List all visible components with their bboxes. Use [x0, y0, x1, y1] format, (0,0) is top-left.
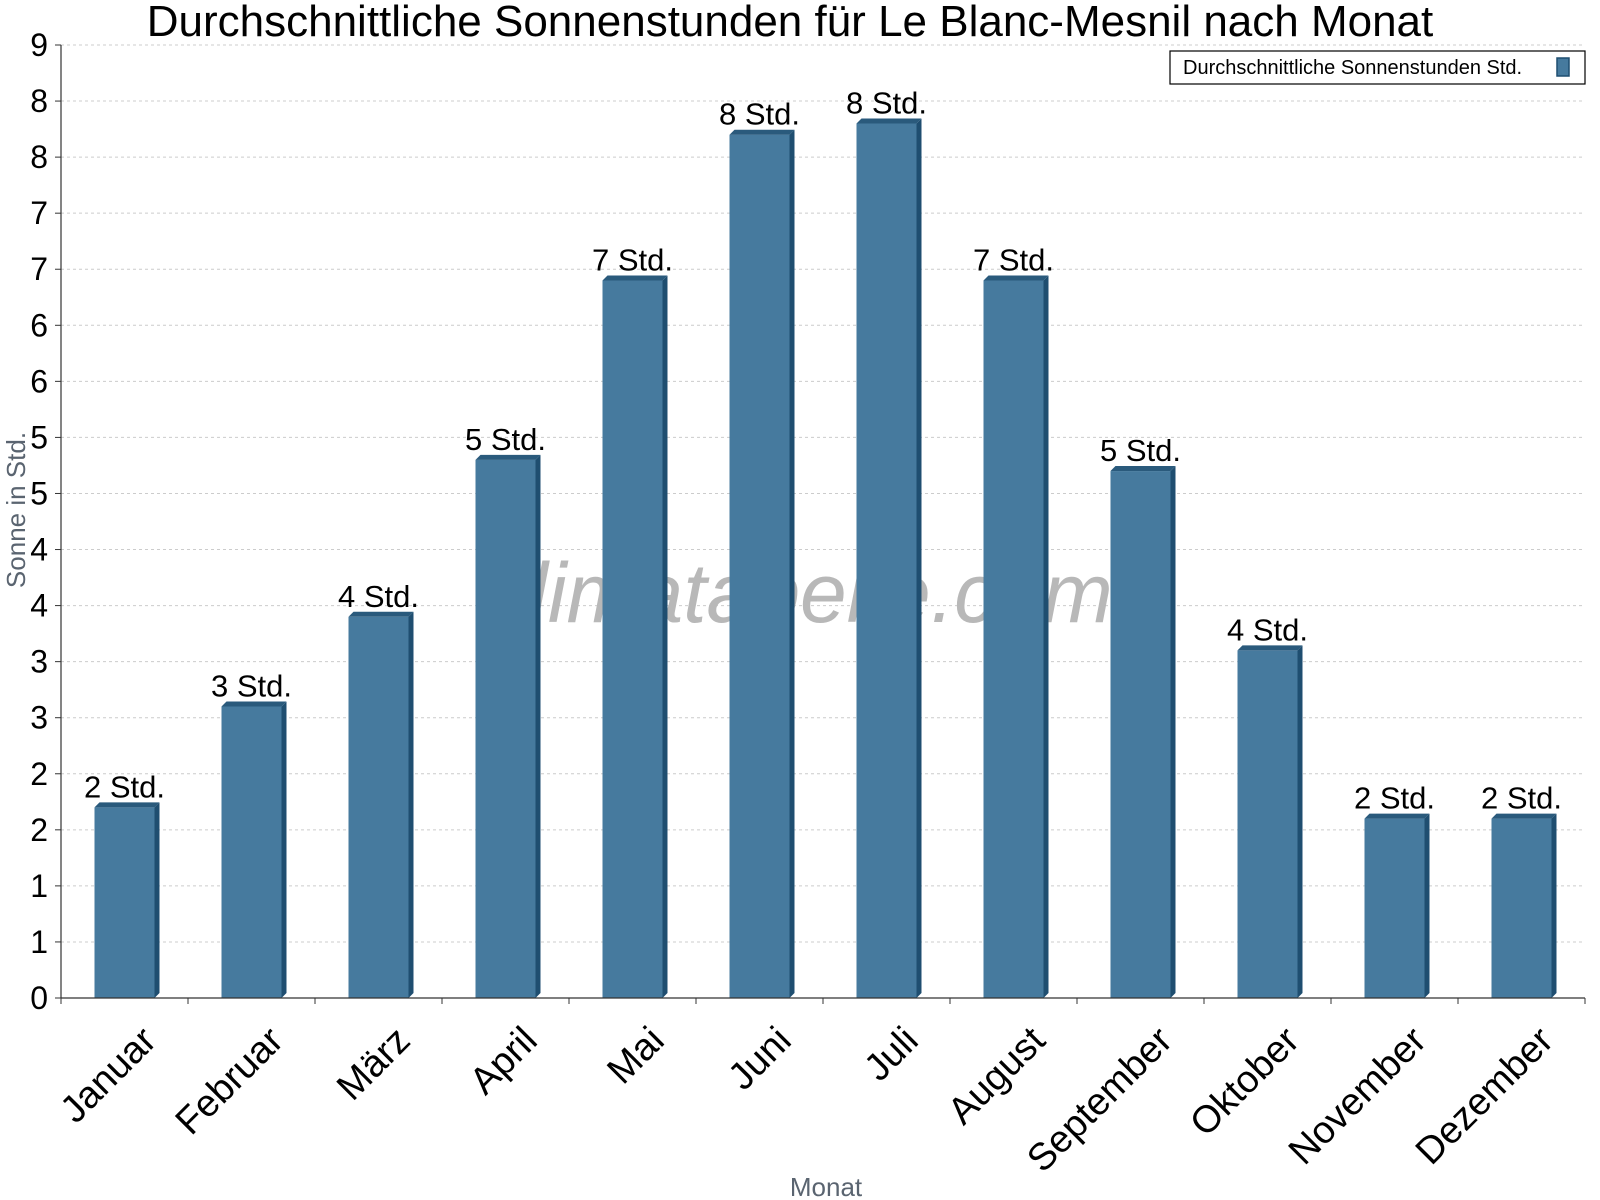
x-tick-label: März — [329, 1019, 418, 1108]
y-tick-label: 6 — [30, 363, 48, 399]
bar-side — [281, 701, 287, 998]
x-tick-label: April — [462, 1019, 545, 1102]
bar-top — [348, 611, 414, 617]
bar-side — [408, 611, 414, 998]
y-tick-label: 8 — [30, 139, 48, 175]
bar-side — [662, 275, 668, 999]
bar-side — [535, 454, 541, 998]
bar-side — [154, 802, 160, 998]
y-tick-label: 1 — [30, 868, 48, 904]
y-tick-label: 1 — [30, 924, 48, 960]
y-tick-label: 2 — [30, 812, 48, 848]
bar-top — [729, 129, 795, 135]
y-tick-label: 4 — [30, 588, 48, 624]
bar-value-label: 3 Std. — [211, 668, 292, 703]
x-tick-label: Oktober — [1182, 1019, 1308, 1145]
x-tick-label: Februar — [168, 1019, 292, 1143]
bar-value-label: 5 Std. — [1100, 433, 1181, 468]
y-tick-label: 7 — [30, 195, 48, 231]
bar-front — [856, 123, 917, 998]
y-tick-label: 5 — [30, 475, 48, 511]
bar-top — [602, 275, 668, 281]
bars — [94, 118, 1557, 999]
bar-front — [602, 280, 663, 999]
bar-front — [1491, 818, 1552, 998]
x-tick-label: Juni — [721, 1019, 800, 1098]
y-tick-label: 3 — [30, 644, 48, 680]
bar-side — [1551, 813, 1557, 998]
bar-side — [1043, 275, 1049, 999]
bar-top — [1491, 813, 1557, 819]
chart-title: Durchschnittliche Sonnenstunden für Le B… — [147, 0, 1434, 46]
x-tick-label: November — [1281, 1019, 1435, 1173]
x-tick-label: August — [940, 1019, 1054, 1133]
bar-front — [94, 807, 155, 998]
y-tick-label: 7 — [30, 251, 48, 287]
bar-side — [916, 118, 922, 998]
bar-side — [789, 129, 795, 999]
y-tick-label: 0 — [30, 980, 48, 1016]
bar-front — [729, 134, 790, 999]
bar-front — [348, 616, 409, 998]
bar-side — [1424, 813, 1430, 998]
x-tick-labels: Januar Februar März April Mai Juni Juli AugustS… — [53, 1019, 1562, 1180]
legend-box — [1169, 50, 1586, 85]
bar-value-label: 2 Std. — [84, 769, 165, 804]
bar-front — [221, 706, 282, 998]
y-tick-label: 2 — [30, 756, 48, 792]
x-tick-label: Juli — [857, 1019, 927, 1089]
bar-side — [1297, 645, 1303, 998]
y-tick-label: 6 — [30, 307, 48, 343]
x-tick-label: Januar — [53, 1019, 165, 1131]
x-tick-label: Dezember — [1408, 1019, 1562, 1173]
y-tick-labels: 0 1 1 2 2 3 3 4 4 5 5 6 6 7 7 8 8 9 — [30, 27, 48, 1016]
legend-swatch — [1556, 57, 1570, 77]
y-tick-label: 4 — [30, 532, 48, 568]
x-axis-title: Monat — [790, 1172, 863, 1200]
axes — [55, 44, 1586, 1004]
bar-top — [94, 802, 160, 808]
bar-value-label: 2 Std. — [1354, 781, 1435, 816]
bar-front — [983, 280, 1044, 999]
y-tick-label: 3 — [30, 700, 48, 736]
bar-front — [1110, 471, 1171, 998]
legend-label: Durchschnittliche Sonnenstunden Std. — [1183, 57, 1522, 79]
bar-side — [1170, 466, 1176, 998]
bar-value-label: 5 Std. — [465, 422, 546, 457]
y-tick-label: 9 — [30, 27, 48, 63]
bar-top — [1110, 466, 1176, 472]
bar-top — [1237, 645, 1303, 651]
grid-lines — [61, 44, 1585, 943]
bar-front — [1364, 818, 1425, 998]
bar-top — [475, 454, 541, 460]
bar-value-label: 2 Std. — [1481, 781, 1562, 816]
bar-top — [1364, 813, 1430, 819]
bar-top — [856, 118, 922, 124]
bar-value-label: 4 Std. — [1227, 612, 1308, 647]
value-labels: 2 Std. 3 Std. 4 Std. 5 Std. 7 Std. 8 Std. 8 St… — [84, 85, 1562, 815]
bar-value-label: 7 Std. — [592, 242, 673, 277]
y-tick-label: 5 — [30, 419, 48, 455]
y-axis-title: Sonne in Std. — [1, 432, 31, 588]
y-tick-label: 8 — [30, 83, 48, 119]
bar-value-label: 8 Std. — [719, 97, 800, 132]
bar-top — [221, 701, 287, 707]
bar-top — [983, 275, 1049, 281]
bar-value-label: 8 Std. — [846, 85, 927, 120]
bar-front — [1237, 650, 1298, 998]
bar-value-label: 4 Std. — [338, 579, 419, 614]
bar-front — [475, 459, 536, 998]
x-tick-label: Mai — [600, 1019, 673, 1092]
bar-value-label: 7 Std. — [973, 242, 1054, 277]
legend: Durchschnittliche Sonnenstunden Std. — [1169, 50, 1586, 85]
